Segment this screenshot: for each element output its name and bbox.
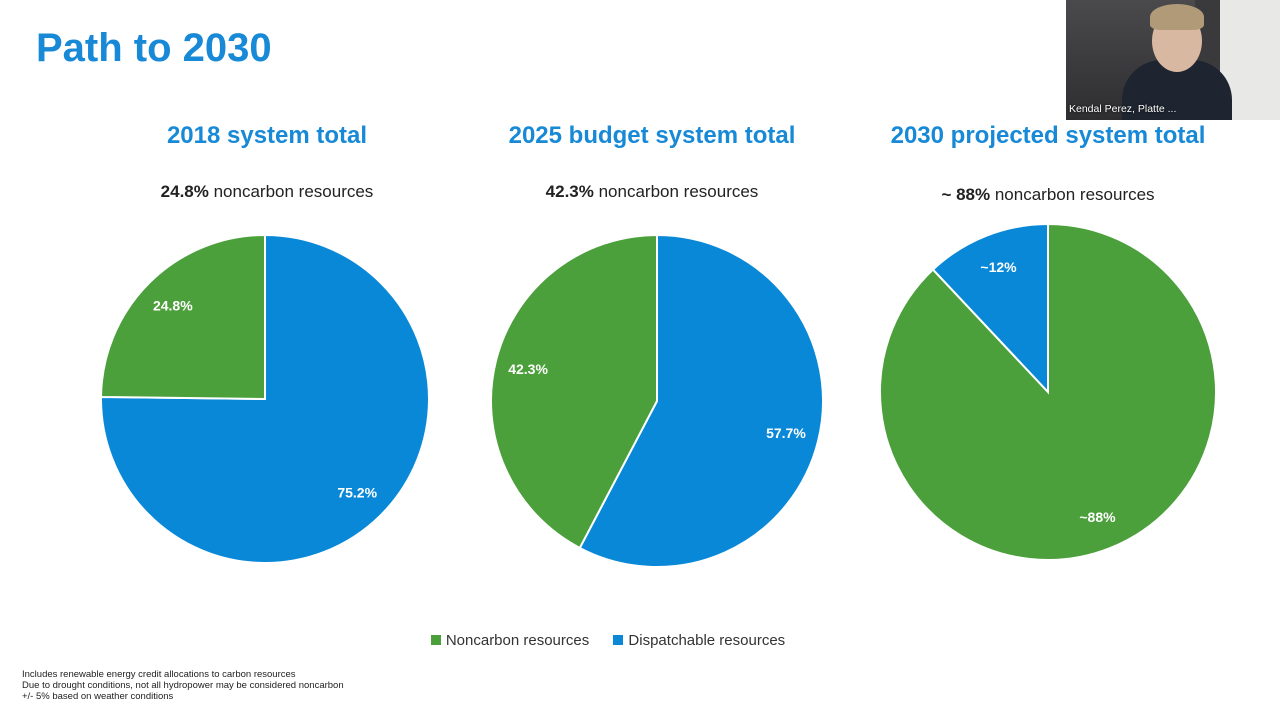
subtitle-value: 42.3% xyxy=(545,182,594,201)
subtitle-text: noncarbon resources xyxy=(593,182,759,201)
pie-slice-dispatchable-resources xyxy=(100,233,430,564)
presenter-hair xyxy=(1150,4,1204,30)
pie-slice-dispatchable-resources xyxy=(931,222,1049,395)
slide-title: Path to 2030 xyxy=(36,26,272,70)
footnote: +/- 5% based on weather conditions xyxy=(22,691,174,702)
pie-data-label: ~12% xyxy=(980,259,1017,275)
pie-slice-dispatchable-resources xyxy=(578,233,824,568)
legend-item-noncarbon: Noncarbon resources xyxy=(430,632,590,649)
subtitle-value: ~ 88% xyxy=(941,185,991,204)
legend-swatch xyxy=(613,635,624,645)
pie-title-2018: 2018 system total xyxy=(166,122,368,149)
pie-data-label: ~88% xyxy=(1079,509,1116,525)
pie-slice-noncarbon-resources xyxy=(99,233,266,401)
pie-subtitle-2030: ~ 88% noncarbon resources xyxy=(838,185,1258,205)
pie-data-label: 24.8% xyxy=(153,298,193,314)
footnote: Includes renewable energy credit allocat… xyxy=(22,669,296,680)
pie-slice-noncarbon-resources xyxy=(490,233,658,550)
pie-title-2030: 2030 projected system total xyxy=(890,122,1206,149)
legend-label: Dispatchable resources xyxy=(628,632,786,649)
footnote: Due to drought conditions, not all hydro… xyxy=(22,680,344,691)
pie-subtitle-2025: 42.3% noncarbon resources xyxy=(442,182,862,202)
subtitle-value: 24.8% xyxy=(160,182,209,201)
legend-label: Noncarbon resources xyxy=(445,632,590,649)
subtitle-text: noncarbon resources xyxy=(208,182,374,201)
pie-title-2025: 2025 budget system total xyxy=(508,122,796,149)
presenter-name: Kendal Perez, Platte ... xyxy=(1069,103,1177,115)
legend-swatch xyxy=(430,635,441,645)
pie-data-label: 57.7% xyxy=(766,425,806,441)
legend: Noncarbon resources Dispatchable resourc… xyxy=(0,632,1216,649)
subtitle-text: noncarbon resources xyxy=(990,185,1155,204)
pie-subtitle-2018: 24.8% noncarbon resources xyxy=(57,182,477,202)
pie-data-label: 75.2% xyxy=(337,484,377,500)
video-thumbnail[interactable]: Kendal Perez, Platte ... xyxy=(1066,0,1280,120)
footnotes: Includes renewable energy credit allocat… xyxy=(22,669,344,702)
legend-item-dispatchable: Dispatchable resources xyxy=(613,632,785,649)
pie-data-label: 42.3% xyxy=(508,361,548,377)
